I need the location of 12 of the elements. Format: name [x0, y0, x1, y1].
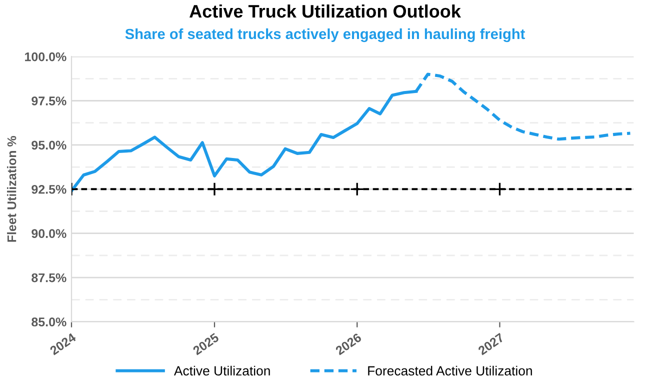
y-tick-label: 90.0%	[32, 229, 66, 238]
y-tick-label: 87.5%	[32, 273, 66, 282]
chart-title: Active Truck Utilization Outlook	[190, 4, 461, 18]
y-tick-label: 100.0%	[25, 52, 66, 62]
legend-label: Active Utilization	[174, 366, 270, 376]
y-tick-label: 85.0%	[32, 318, 66, 326]
chart-subtitle: Share of seated trucks actively engaged in hauling freight	[125, 28, 526, 42]
legend-label: Forecasted Active Utilization	[368, 366, 532, 376]
y-tick-label: 92.5%	[32, 184, 66, 194]
y-axis-title: Fleet Utilization %	[7, 136, 16, 242]
y-tick-label: 97.5%	[32, 96, 66, 106]
y-tick-label: 95.0%	[32, 140, 66, 150]
